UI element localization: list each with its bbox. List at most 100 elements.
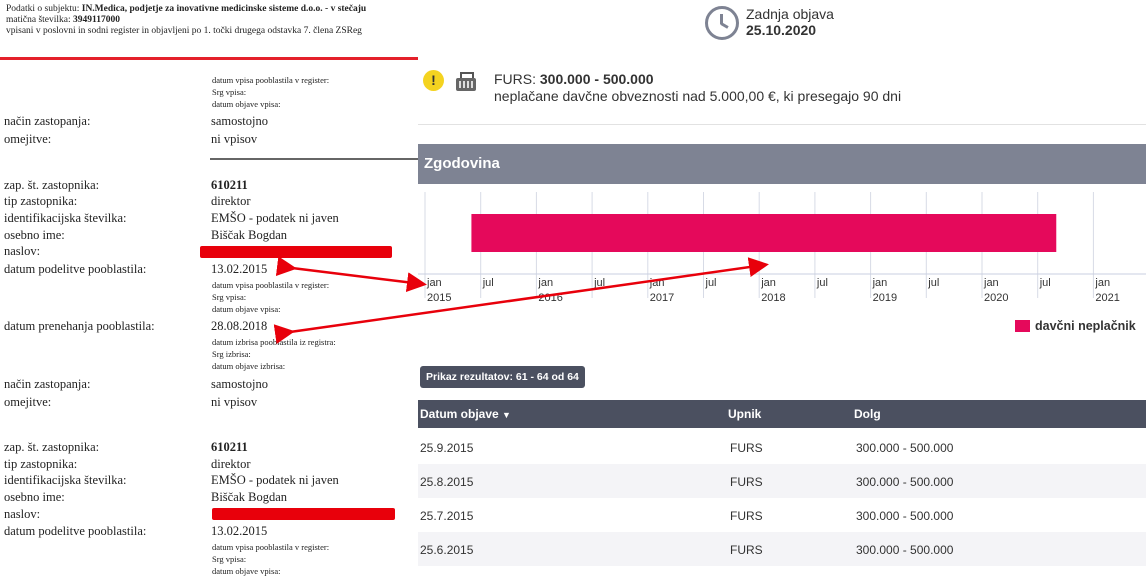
register-document: Podatki o subjektu: IN.Medica, podjetje …: [0, 0, 418, 580]
zap-value: 610211: [211, 178, 248, 192]
registration-number: 3949117000: [73, 15, 120, 25]
omejitve-label: omejitve:: [4, 395, 52, 409]
sort-down-icon: ▼: [502, 410, 511, 420]
id-value: EMŠO - podatek ni javen: [211, 211, 339, 225]
tiny-note: datum objave vpisa:: [212, 99, 281, 109]
tick-month-label: jan: [537, 277, 553, 289]
table-row: 25.6.2015 FURS 300.000 - 500.000: [418, 532, 1146, 566]
alert-range: 300.000 - 500.000: [539, 71, 654, 87]
tick-year-label: 2016: [538, 292, 562, 304]
prenehanja-value: 28.08.2018: [211, 319, 268, 333]
tick-month-label: jan: [983, 277, 999, 289]
tiny-notes-3: datum vpisa pooblastila v register: Srg …: [212, 541, 329, 577]
id-label: identifikacijska številka:: [4, 473, 127, 487]
column-date[interactable]: Datum objave ▼: [420, 407, 511, 421]
omejitve-value: ni vpisov: [211, 395, 258, 409]
tip-label: tip zastopnika:: [4, 194, 78, 208]
cell-debt: 300.000 - 500.000: [856, 509, 954, 523]
tiny-note: Srg izbrisa:: [212, 349, 251, 359]
cell-debt: 300.000 - 500.000: [856, 475, 954, 489]
tip-value: direktor: [211, 457, 251, 471]
cell-creditor: FURS: [730, 475, 763, 489]
tiny-note: Srg vpisa:: [212, 87, 247, 97]
history-timeline-chart: jan 2015 jul jan 2016 jul jan 2017 jul jan 2018 jul…: [418, 192, 1146, 304]
cell-date: 25.7.2015: [420, 509, 474, 523]
tick-month-label: jan: [1094, 277, 1110, 289]
registration-prefix: matična številka:: [6, 15, 71, 25]
zap-value: 610211: [211, 440, 248, 454]
tiny-notes-1: datum vpisa pooblastila v register: Srg …: [212, 279, 329, 315]
column-creditor[interactable]: Upnik: [728, 407, 762, 421]
zap-label: zap. št. zastopnika:: [4, 440, 100, 454]
timeline-bar: [471, 214, 1057, 252]
tick-year-label: 2021: [1095, 292, 1119, 304]
separator-line: [210, 158, 418, 160]
results-count-badge: Prikaz rezultatov: 61 - 64 od 64: [420, 366, 585, 388]
tick-year-label: 2015: [427, 292, 451, 304]
cell-creditor: FURS: [730, 543, 763, 557]
tip-label: tip zastopnika:: [4, 457, 78, 471]
table-row: 25.7.2015 FURS 300.000 - 500.000: [418, 498, 1146, 532]
naslov-label: naslov:: [4, 244, 41, 258]
tick-month-label: jan: [872, 277, 888, 289]
section-title: Zgodovina: [424, 155, 500, 172]
tiny-note: Srg vpisa:: [212, 554, 247, 564]
warning-icon: !: [423, 70, 444, 91]
tick-month-label: jul: [482, 277, 494, 289]
redaction-bar: [200, 246, 392, 258]
tick-month-label: jul: [927, 277, 939, 289]
alert-title: FURS: 300.000 - 500.000: [494, 71, 654, 87]
id-value: EMŠO - podatek ni javen: [211, 473, 339, 487]
header-prefix: Podatki o subjektu:: [6, 4, 80, 14]
tiny-notes-2: datum izbrisa pooblastila iz registra: S…: [212, 336, 336, 372]
table-row: 25.9.2015 FURS 300.000 - 500.000: [418, 430, 1146, 464]
tick-month-label: jan: [760, 277, 776, 289]
tick-month-label: jul: [816, 277, 828, 289]
table-header: Datum objave ▼ Upnik Dolg: [418, 400, 1146, 428]
tiny-notes-top: datum vpisa pooblastila v register: Srg …: [212, 74, 329, 110]
history-section-header: Zgodovina: [418, 144, 1146, 184]
omejitve-value: ni vpisov: [211, 132, 258, 146]
ime-value: Biščak Bogdan: [211, 228, 288, 242]
last-publication-date: 25.10.2020: [746, 22, 817, 38]
tiny-note: datum objave vpisa:: [212, 304, 281, 314]
tick-month-label: jan: [426, 277, 442, 289]
tip-value: direktor: [211, 194, 251, 208]
nacin-label: način zastopanja:: [4, 114, 91, 128]
nacin-value: samostojno: [211, 114, 268, 128]
cell-date: 25.9.2015: [420, 441, 474, 455]
cell-creditor: FURS: [730, 441, 763, 455]
nacin-label: način zastopanja:: [4, 377, 91, 391]
tiny-note: datum vpisa pooblastila v register:: [212, 75, 330, 85]
podelitve-label: datum podelitve pooblastila:: [4, 262, 147, 276]
divider: [418, 124, 1146, 125]
company-profile-panel: Zadnja objava 25.10.2020 ! FURS: 300.000…: [418, 0, 1146, 580]
tiny-note: datum izbrisa pooblastila iz registra:: [212, 337, 336, 347]
cell-debt: 300.000 - 500.000: [856, 441, 954, 455]
tiny-note: datum vpisa pooblastila v register:: [212, 280, 330, 290]
last-publication-label: Zadnja objava: [746, 6, 834, 22]
legend-label: davčni neplačnik: [1035, 319, 1136, 333]
cell-date: 25.8.2015: [420, 475, 474, 489]
tick-year-label: 2017: [650, 292, 674, 304]
column-debt[interactable]: Dolg: [854, 407, 881, 421]
tick-month-label: jul: [705, 277, 717, 289]
tick-year-label: 2018: [761, 292, 785, 304]
podelitve-label: datum podelitve pooblastila:: [4, 524, 147, 538]
redaction-bar: [212, 508, 395, 520]
cell-creditor: FURS: [730, 509, 763, 523]
tiny-note: datum objave izbrisa:: [212, 361, 286, 371]
podelitve-value: 13.02.2015: [211, 524, 268, 538]
legend-swatch: [1015, 320, 1030, 332]
prenehanja-label: datum prenehanja pooblastila:: [4, 319, 155, 333]
ime-label: osebno ime:: [4, 228, 65, 242]
header-note: vpisani v poslovni in sodni register in …: [6, 26, 362, 36]
ime-label: osebno ime:: [4, 490, 65, 504]
podelitve-value: 13.02.2015: [211, 262, 268, 276]
tick-month-label: jul: [1039, 277, 1051, 289]
ime-value: Biščak Bogdan: [211, 490, 288, 504]
company-name: IN.Medica, podjetje za inovativne medici…: [81, 4, 367, 14]
id-label: identifikacijska številka:: [4, 211, 127, 225]
tiny-note: datum objave vpisa:: [212, 566, 281, 576]
naslov-label: naslov:: [4, 507, 41, 521]
